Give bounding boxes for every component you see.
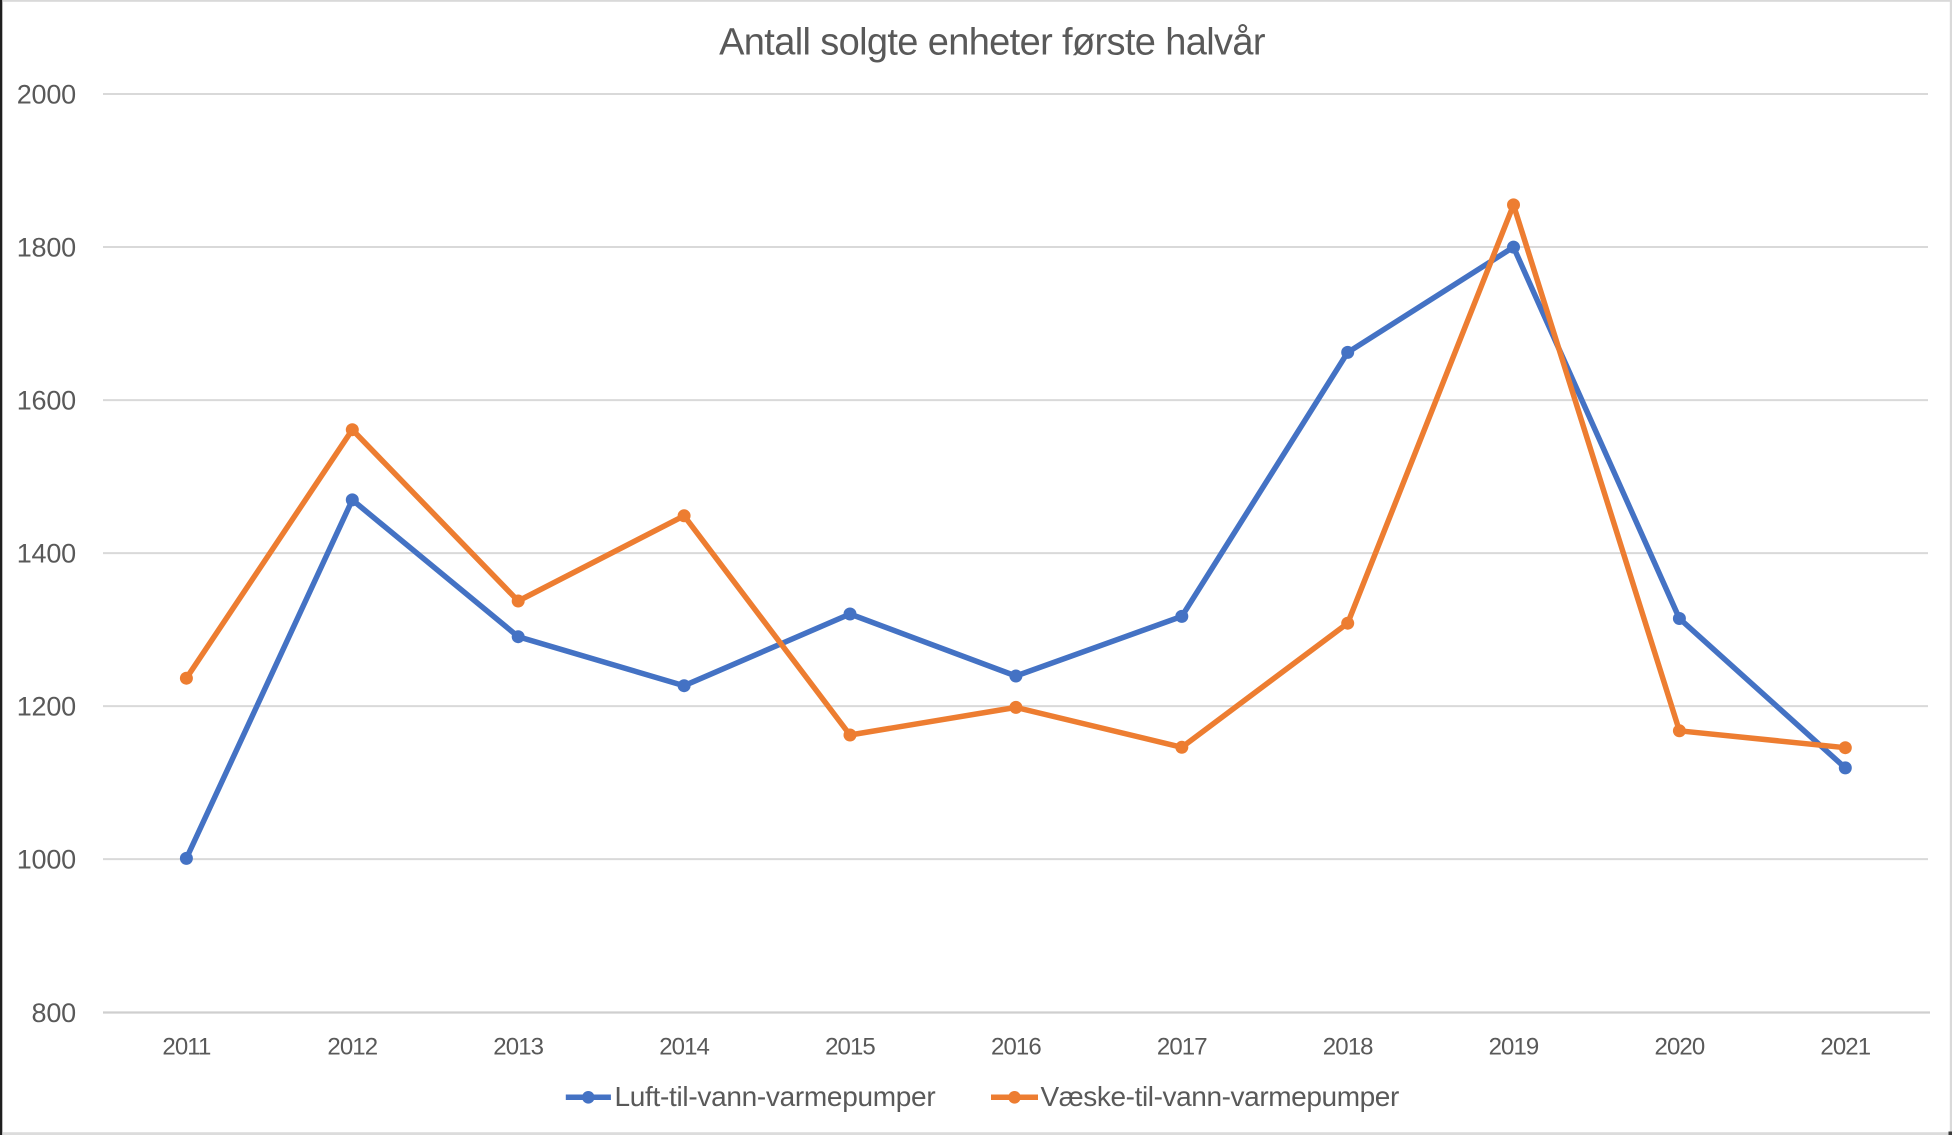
svg-text:2013: 2013	[493, 1033, 543, 1060]
svg-text:Væske-til-vann-varmepumper: Væske-til-vann-varmepumper	[1041, 1081, 1399, 1112]
svg-text:2000: 2000	[17, 79, 76, 109]
svg-text:1000: 1000	[17, 844, 76, 874]
svg-text:1400: 1400	[17, 538, 76, 568]
svg-text:2019: 2019	[1489, 1033, 1539, 1060]
svg-text:1600: 1600	[17, 385, 76, 415]
svg-text:1800: 1800	[17, 232, 76, 262]
svg-text:2014: 2014	[659, 1033, 709, 1060]
svg-text:1200: 1200	[17, 691, 76, 721]
svg-text:2018: 2018	[1323, 1033, 1373, 1060]
svg-text:Luft-til-vann-varmepumper: Luft-til-vann-varmepumper	[615, 1081, 936, 1112]
svg-text:800: 800	[32, 998, 76, 1028]
svg-text:2016: 2016	[991, 1033, 1041, 1060]
svg-text:2011: 2011	[162, 1033, 211, 1060]
svg-text:Antall solgte enheter første h: Antall solgte enheter første halvår	[719, 22, 1266, 64]
svg-text:2020: 2020	[1655, 1033, 1705, 1060]
svg-text:2012: 2012	[327, 1033, 377, 1060]
svg-text:2021: 2021	[1820, 1033, 1870, 1060]
svg-text:2017: 2017	[1157, 1033, 1207, 1060]
svg-text:2015: 2015	[825, 1033, 875, 1060]
